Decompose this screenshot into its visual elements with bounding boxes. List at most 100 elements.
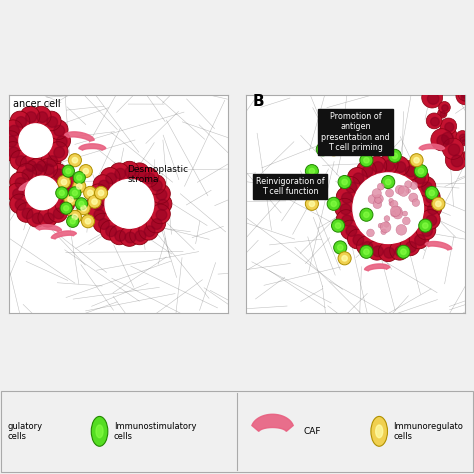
Circle shape bbox=[432, 197, 445, 210]
Circle shape bbox=[156, 210, 167, 220]
Circle shape bbox=[99, 219, 109, 229]
Circle shape bbox=[1, 131, 20, 150]
Circle shape bbox=[37, 112, 47, 122]
Circle shape bbox=[41, 150, 61, 170]
Circle shape bbox=[41, 111, 61, 131]
Circle shape bbox=[32, 213, 43, 224]
Circle shape bbox=[416, 176, 436, 196]
Circle shape bbox=[92, 199, 97, 204]
Circle shape bbox=[56, 187, 68, 199]
Circle shape bbox=[461, 91, 471, 101]
Circle shape bbox=[442, 132, 454, 145]
Circle shape bbox=[346, 226, 357, 237]
Circle shape bbox=[95, 169, 164, 238]
Circle shape bbox=[75, 198, 88, 210]
Circle shape bbox=[375, 197, 381, 203]
Circle shape bbox=[77, 201, 90, 215]
Circle shape bbox=[457, 74, 474, 95]
Circle shape bbox=[99, 180, 109, 191]
Circle shape bbox=[22, 169, 33, 180]
Circle shape bbox=[364, 212, 369, 218]
Circle shape bbox=[10, 150, 30, 170]
Circle shape bbox=[88, 195, 101, 208]
Circle shape bbox=[10, 194, 29, 214]
Circle shape bbox=[85, 219, 91, 224]
Circle shape bbox=[327, 143, 340, 156]
Circle shape bbox=[374, 194, 383, 203]
Circle shape bbox=[62, 165, 74, 177]
Circle shape bbox=[440, 111, 446, 117]
Polygon shape bbox=[51, 231, 76, 239]
Text: Promotion of
antigen
presentation and
T cell priming: Promotion of antigen presentation and T … bbox=[321, 112, 390, 152]
Circle shape bbox=[16, 117, 27, 128]
Circle shape bbox=[410, 154, 423, 167]
Circle shape bbox=[420, 210, 440, 229]
Circle shape bbox=[331, 219, 345, 232]
Circle shape bbox=[48, 203, 68, 222]
Circle shape bbox=[353, 173, 364, 184]
Circle shape bbox=[464, 148, 474, 163]
Circle shape bbox=[436, 201, 441, 207]
Circle shape bbox=[331, 201, 337, 207]
Circle shape bbox=[342, 192, 353, 203]
Polygon shape bbox=[79, 144, 106, 150]
Circle shape bbox=[19, 124, 53, 157]
Circle shape bbox=[38, 208, 57, 227]
Circle shape bbox=[463, 82, 474, 102]
Circle shape bbox=[10, 172, 29, 192]
Circle shape bbox=[377, 183, 384, 190]
Circle shape bbox=[409, 229, 429, 249]
Circle shape bbox=[115, 168, 126, 179]
Circle shape bbox=[156, 189, 167, 200]
Circle shape bbox=[390, 240, 410, 260]
Circle shape bbox=[353, 140, 358, 146]
Circle shape bbox=[426, 215, 437, 226]
Circle shape bbox=[87, 190, 93, 196]
Circle shape bbox=[422, 198, 442, 218]
Circle shape bbox=[410, 182, 418, 190]
Circle shape bbox=[453, 82, 463, 91]
Circle shape bbox=[349, 136, 362, 149]
Circle shape bbox=[338, 175, 351, 189]
Circle shape bbox=[445, 149, 467, 171]
Circle shape bbox=[48, 120, 68, 139]
Circle shape bbox=[448, 77, 465, 94]
Circle shape bbox=[448, 144, 460, 155]
Circle shape bbox=[384, 216, 390, 221]
Circle shape bbox=[442, 105, 448, 111]
Circle shape bbox=[364, 249, 369, 255]
Circle shape bbox=[409, 193, 418, 202]
Circle shape bbox=[15, 166, 69, 220]
Circle shape bbox=[462, 139, 467, 144]
Circle shape bbox=[426, 192, 437, 203]
Circle shape bbox=[91, 417, 108, 447]
Circle shape bbox=[418, 168, 424, 174]
Circle shape bbox=[419, 219, 432, 232]
Circle shape bbox=[360, 208, 373, 221]
Polygon shape bbox=[325, 133, 351, 141]
Circle shape bbox=[335, 223, 341, 228]
Circle shape bbox=[20, 106, 40, 126]
Circle shape bbox=[89, 204, 108, 224]
Circle shape bbox=[384, 247, 394, 258]
Circle shape bbox=[93, 213, 113, 233]
Circle shape bbox=[353, 173, 423, 244]
Circle shape bbox=[373, 200, 382, 209]
Circle shape bbox=[334, 241, 347, 254]
Circle shape bbox=[73, 172, 85, 184]
Circle shape bbox=[451, 155, 463, 167]
Circle shape bbox=[96, 425, 103, 438]
Circle shape bbox=[397, 245, 410, 258]
Circle shape bbox=[364, 157, 369, 163]
Circle shape bbox=[92, 200, 103, 210]
Circle shape bbox=[26, 112, 36, 122]
Circle shape bbox=[9, 147, 19, 158]
Circle shape bbox=[336, 210, 356, 229]
Circle shape bbox=[343, 163, 434, 254]
Circle shape bbox=[83, 168, 89, 174]
Text: gulatory
cells: gulatory cells bbox=[7, 422, 42, 441]
Circle shape bbox=[468, 153, 474, 160]
Circle shape bbox=[406, 189, 410, 193]
Circle shape bbox=[13, 189, 24, 199]
Circle shape bbox=[73, 180, 86, 193]
